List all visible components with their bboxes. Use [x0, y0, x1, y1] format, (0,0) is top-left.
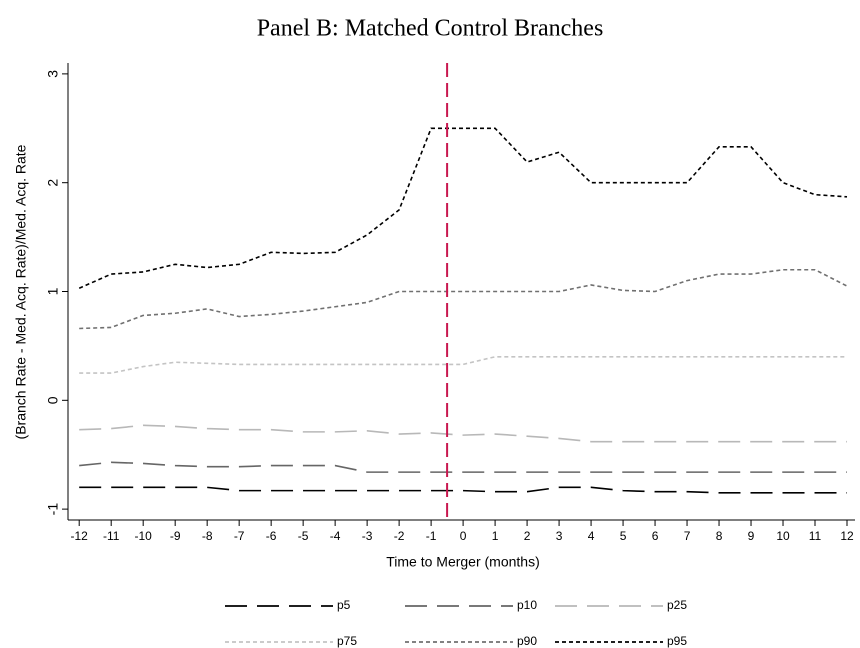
x-tick-label: -1 — [426, 529, 437, 543]
x-tick-label: -8 — [202, 529, 213, 543]
legend-label: p75 — [337, 634, 357, 648]
y-tick-label: 2 — [45, 179, 61, 187]
x-tick-label: 4 — [588, 529, 595, 543]
x-tick-label: -3 — [362, 529, 373, 543]
y-tick-label: 0 — [45, 396, 61, 404]
series-line — [79, 461, 848, 473]
legend-label: p25 — [667, 598, 687, 612]
x-tick-label: -2 — [394, 529, 405, 543]
x-tick-label: -11 — [103, 529, 120, 543]
series-line — [78, 127, 848, 289]
y-axis-label: (Branch Rate - Med. Acq. Rate)/Med. Acq.… — [13, 144, 29, 439]
x-tick-label: 1 — [492, 529, 499, 543]
x-tick-label: 9 — [748, 529, 755, 543]
x-tick-label: 2 — [524, 529, 531, 543]
series-line — [79, 268, 848, 330]
x-tick-label: -12 — [71, 529, 89, 543]
x-tick-label: 7 — [684, 529, 691, 543]
x-tick-label: 10 — [776, 529, 790, 543]
x-tick-label: -10 — [135, 529, 153, 543]
y-tick-label: -1 — [45, 503, 61, 516]
series-line — [79, 424, 848, 443]
series-line — [79, 486, 848, 494]
series-line — [79, 355, 848, 374]
x-tick-label: 6 — [652, 529, 659, 543]
x-tick-label: 12 — [840, 529, 854, 543]
chart-title: Panel B: Matched Control Branches — [257, 16, 604, 42]
legend-label: p90 — [517, 634, 537, 648]
legend-label: p10 — [517, 598, 537, 612]
x-tick-label: 11 — [809, 529, 822, 543]
legend-label: p5 — [337, 598, 351, 612]
legend-label: p95 — [667, 634, 687, 648]
x-axis-label: Time to Merger (months) — [386, 554, 540, 570]
x-tick-label: 5 — [620, 529, 627, 543]
x-tick-label: -4 — [330, 529, 341, 543]
x-tick-label: -9 — [170, 529, 181, 543]
y-tick-label: 1 — [45, 287, 61, 295]
x-tick-label: 8 — [716, 529, 723, 543]
x-tick-label: 3 — [556, 529, 563, 543]
x-tick-label: -5 — [298, 529, 309, 543]
x-tick-label: -7 — [234, 529, 245, 543]
x-tick-label: -6 — [266, 529, 277, 543]
x-tick-label: 0 — [460, 529, 467, 543]
y-tick-label: 3 — [45, 70, 61, 78]
